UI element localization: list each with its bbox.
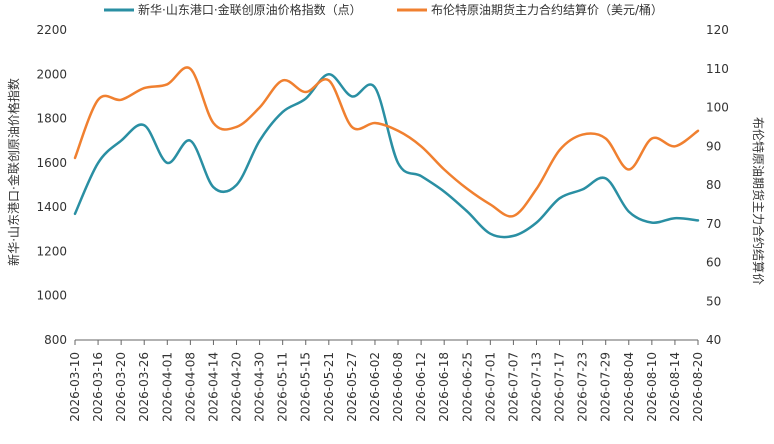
series-line-index xyxy=(73,73,700,239)
y-tick-left: 2200 xyxy=(36,23,67,37)
y-tick-right: 60 xyxy=(706,256,721,270)
x-tick-label: 2026-06-12 xyxy=(414,352,428,422)
y-tick-right: 50 xyxy=(706,294,721,308)
y-axis-label-left: 新华·山东港口·金联创原油价格指数 xyxy=(6,78,21,266)
y-tick-left: 1800 xyxy=(36,112,67,126)
x-tick-label: 2026-06-18 xyxy=(437,352,451,422)
y-tick-right: 70 xyxy=(706,217,721,231)
x-tick-label: 2026-04-14 xyxy=(206,352,220,422)
series-line-brent xyxy=(73,66,700,218)
y-tick-right: 100 xyxy=(706,101,729,115)
x-tick-label: 2026-04-08 xyxy=(183,352,197,422)
right-y-axis: 40 50 60 70 80 90 100 110 120 xyxy=(706,23,729,347)
x-tick-label: 2026-03-20 xyxy=(114,352,128,422)
y-axis-label-right: 布伦特原油期货主力合约结算价 xyxy=(751,117,766,285)
x-tick-label: 2026-03-16 xyxy=(91,352,105,422)
y-tick-left: 1000 xyxy=(36,289,67,303)
x-tick-label: 2026-08-10 xyxy=(645,352,659,422)
x-tick-label: 2026-07-23 xyxy=(576,352,590,422)
x-tick-label: 2026-08-04 xyxy=(622,352,636,422)
x-tick-label: 2026-06-08 xyxy=(391,352,405,422)
x-tick-label: 2026-06-02 xyxy=(368,352,382,422)
y-tick-right: 110 xyxy=(706,62,729,76)
x-tick-label: 2026-05-27 xyxy=(345,352,359,422)
x-tick-label: 2026-05-15 xyxy=(299,352,313,422)
left-y-axis: 800 1000 1200 1400 1600 1800 2000 2200 xyxy=(36,23,67,347)
x-tick-label: 2026-07-29 xyxy=(599,352,613,422)
y-tick-left: 1200 xyxy=(36,244,67,258)
series-layer xyxy=(73,66,700,239)
x-tick-label: 2026-07-01 xyxy=(483,352,497,422)
x-tick-label: 2026-04-30 xyxy=(253,352,267,422)
legend: 新华·山东港口·金联创原油价格指数（点） 布伦特原油期货主力合约结算价（美元/桶… xyxy=(104,2,663,17)
legend-label-index: 新华·山东港口·金联创原油价格指数（点） xyxy=(138,2,362,17)
x-tick-label: 2026-03-26 xyxy=(137,352,151,422)
x-axis: 2026-03-10 2026-03-16 2026-03-20 2026-03-26… xyxy=(68,340,705,422)
y-tick-left: 1600 xyxy=(36,156,67,170)
x-tick-label: 2026-05-21 xyxy=(322,352,336,422)
x-tick-label: 2026-07-07 xyxy=(506,352,520,422)
x-tick-label: 2026-08-20 xyxy=(691,352,705,422)
y-tick-right: 40 xyxy=(706,333,721,347)
y-tick-right: 80 xyxy=(706,178,721,192)
y-tick-left: 2000 xyxy=(36,67,67,81)
x-tick-label: 2026-06-25 xyxy=(460,352,474,422)
x-tick-label: 2026-04-20 xyxy=(230,352,244,422)
y-tick-left: 1400 xyxy=(36,200,67,214)
x-tick-label: 2026-08-14 xyxy=(668,352,682,422)
legend-label-brent: 布伦特原油期货主力合约结算价（美元/桶） xyxy=(431,2,663,17)
x-tick-label: 2026-07-17 xyxy=(553,352,567,422)
y-tick-right: 120 xyxy=(706,23,729,37)
y-tick-left: 800 xyxy=(44,333,67,347)
x-tick-label: 2026-05-11 xyxy=(276,352,290,422)
y-tick-right: 90 xyxy=(706,139,721,153)
x-tick-label: 2026-04-01 xyxy=(160,352,174,422)
x-tick-label: 2026-03-10 xyxy=(68,352,82,422)
x-tick-label: 2026-07-13 xyxy=(529,352,543,422)
